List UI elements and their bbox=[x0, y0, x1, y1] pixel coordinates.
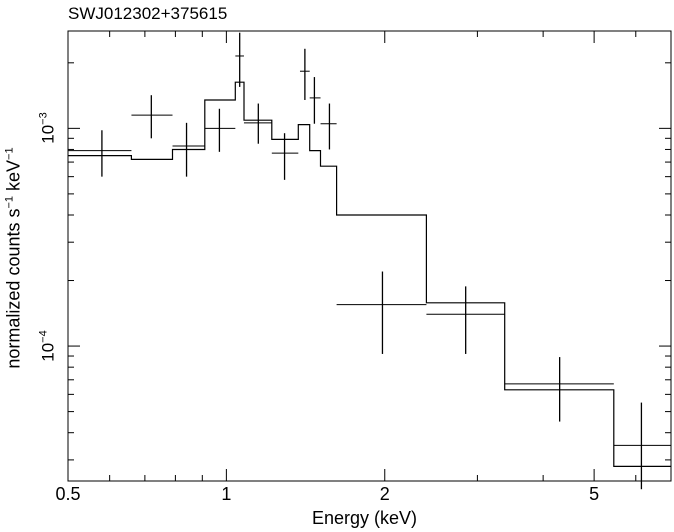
data-point bbox=[426, 286, 505, 354]
data-point bbox=[271, 133, 299, 180]
y-tick-label: 10−4 bbox=[37, 330, 58, 362]
data-point bbox=[299, 48, 310, 100]
model-step-line bbox=[68, 81, 671, 467]
data-point bbox=[204, 108, 236, 152]
model-step-curve bbox=[68, 81, 671, 467]
x-tick-label: 5 bbox=[589, 484, 600, 504]
plot-frame bbox=[67, 30, 672, 482]
data-point bbox=[320, 103, 337, 150]
data-point bbox=[504, 357, 614, 422]
data-point bbox=[131, 95, 173, 139]
data-point bbox=[336, 271, 427, 354]
y-tick-label: 10−3 bbox=[37, 112, 58, 145]
axis-ticks bbox=[67, 31, 672, 481]
data-points bbox=[68, 32, 671, 490]
data-point bbox=[68, 130, 132, 177]
x-tick-label: 2 bbox=[379, 484, 390, 504]
x-axis-label: Energy (keV) bbox=[312, 508, 418, 528]
chart-title: SWJ012302+375615 bbox=[68, 4, 228, 23]
data-point bbox=[309, 77, 321, 124]
x-tick-label: 1 bbox=[221, 484, 232, 504]
data-point bbox=[235, 32, 244, 87]
x-tick-label: 0.5 bbox=[55, 484, 81, 504]
y-axis-label: normalized counts s−1 keV−1 bbox=[3, 147, 24, 369]
data-point bbox=[172, 122, 205, 177]
data-point bbox=[613, 402, 671, 490]
data-point bbox=[243, 103, 272, 144]
